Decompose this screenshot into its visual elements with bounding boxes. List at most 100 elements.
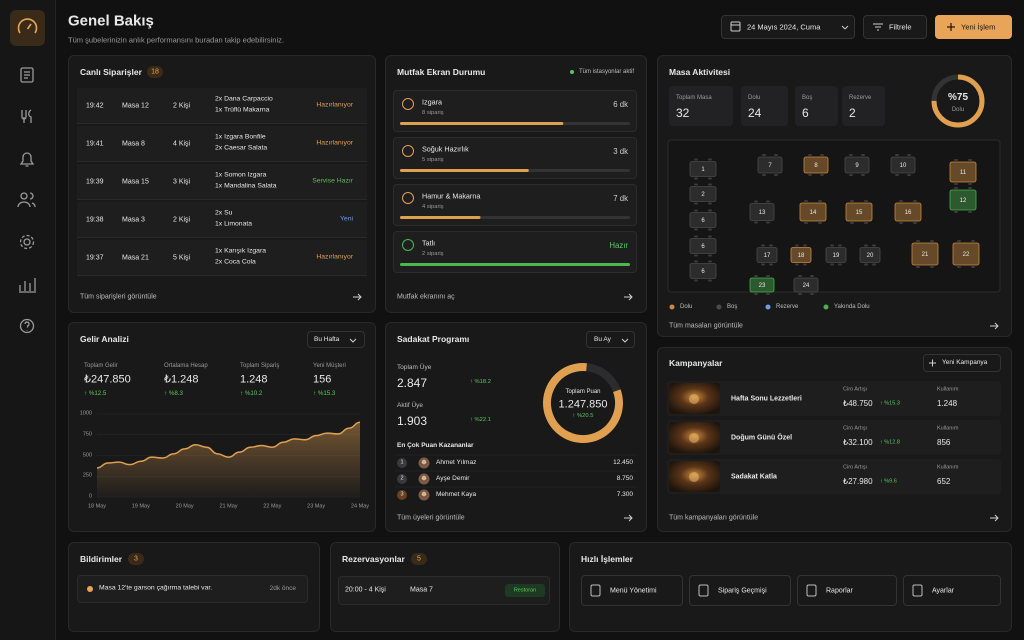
campaign-usage: 1.248 — [937, 399, 958, 408]
points-change: ↑ %20.5 — [572, 413, 594, 420]
campaign-usage: 856 — [937, 438, 951, 447]
quick-action[interactable] — [689, 575, 791, 606]
label: 19:42 — [86, 102, 104, 110]
leader-points: 8.750 — [616, 474, 633, 482]
campaign-row[interactable] — [667, 420, 1001, 455]
stat-value: 2 — [849, 106, 856, 120]
date-picker[interactable] — [721, 15, 855, 39]
x-tick-label: 23 May — [307, 503, 326, 510]
points-label: Toplam Puan — [565, 389, 601, 395]
label: 19:37 — [86, 254, 104, 262]
order-row[interactable] — [77, 88, 367, 124]
period-select[interactable] — [307, 331, 365, 348]
card-title: Sadakat Programı — [397, 333, 470, 344]
card-title: Hızlı İşlemler — [581, 553, 633, 564]
order-row[interactable] — [77, 164, 367, 200]
quick-action[interactable] — [797, 575, 897, 606]
order-status: Hazırlanıyor — [316, 139, 353, 147]
x-tick-label: 22 May — [263, 503, 282, 510]
quick-action-label[interactable]: Ayarlar — [932, 587, 955, 595]
campaign-row[interactable] — [667, 381, 1001, 416]
section-title: En Çok Puan Kazananlar — [397, 441, 474, 449]
station-time: 3 dk — [613, 147, 628, 157]
label: 19:41 — [86, 140, 104, 148]
legend-label: Boş — [727, 304, 738, 310]
footer-link[interactable]: Mutfak ekranını aç — [397, 293, 455, 301]
order-row[interactable] — [77, 126, 367, 162]
filter-button[interactable] — [863, 15, 927, 39]
order-item: 1x Limonata — [215, 220, 253, 228]
footer-link[interactable]: Tüm üyeleri görüntüle — [397, 514, 465, 522]
stat-value: 1.248 — [240, 373, 268, 386]
legend-label: Yakında Dolu — [834, 304, 870, 310]
period-select[interactable] — [586, 331, 635, 348]
station[interactable] — [393, 184, 637, 226]
order-row[interactable] — [77, 240, 367, 276]
quick-action[interactable] — [581, 575, 683, 606]
station-orders: 2 sipariş — [422, 251, 444, 258]
footer-link[interactable]: Tüm siparişleri görüntüle — [80, 293, 157, 301]
station[interactable] — [393, 90, 637, 132]
leader-name: Ahmet Yılmaz — [436, 458, 477, 466]
order-item: 1x Trüflü Makarna — [215, 106, 270, 114]
card-title: Masa Aktivitesi — [669, 66, 731, 77]
filter-label[interactable]: Filtrele — [889, 22, 912, 32]
order-item: 2x Coca Cola — [215, 258, 256, 266]
x-tick-label: 19 May — [131, 503, 150, 510]
new-campaign-label[interactable]: Yeni Kampanya — [942, 358, 988, 366]
station-name: Izgara — [422, 97, 442, 107]
station-name: Tatlı — [422, 238, 436, 248]
order-row[interactable] — [77, 202, 367, 238]
quick-action-label[interactable]: Sipariş Geçmişi — [718, 587, 767, 595]
leader-name: Mehmet Kaya — [436, 490, 477, 498]
stat-value: ₺1.248 — [164, 373, 199, 386]
campaign-label: Kullanım — [937, 425, 959, 432]
quick-action[interactable] — [903, 575, 1001, 606]
period-label[interactable]: Bu Ay — [594, 335, 611, 343]
order-status: Yeni — [340, 215, 353, 223]
notification-time: 2dk önce — [269, 584, 296, 592]
stat-change: ↑ %8.3 — [164, 389, 183, 397]
page-subtitle: Tüm şubelerinizin anlık performansını bu… — [68, 35, 284, 45]
label: 5 Kişi — [173, 254, 191, 262]
footer-link[interactable]: Tüm masaları görüntüle — [669, 322, 743, 330]
new-action-label[interactable]: Yeni İşlem — [961, 22, 996, 32]
station-time: 7 dk — [613, 194, 628, 204]
campaign-revenue: ₺27.980 — [843, 477, 873, 486]
stat-box — [842, 86, 885, 126]
order-item: 1x Mandalina Salata — [215, 182, 277, 190]
station[interactable] — [393, 231, 637, 273]
campaign-row[interactable] — [667, 459, 1001, 494]
y-tick-label: 750 — [82, 431, 92, 437]
period-label[interactable]: Bu Hafta — [314, 335, 340, 343]
campaign-label: Kullanım — [937, 464, 959, 471]
stat-box — [669, 86, 733, 126]
reservation-table: Masa 7 — [410, 586, 433, 594]
campaign-label: Ciro Artışı — [843, 464, 868, 471]
rank: 1 — [400, 459, 404, 466]
order-status: Servise Hazır — [312, 177, 353, 185]
footer-link[interactable]: Tüm kampanyaları görüntüle — [669, 514, 759, 522]
new-campaign-button[interactable] — [923, 354, 1001, 372]
badge: 5 — [417, 555, 421, 563]
card-title: Bildirimler — [80, 553, 123, 564]
page-title: Genel Bakış — [68, 12, 154, 30]
station-orders: 4 sipariş — [422, 204, 444, 211]
stat-change: ↑ %12.5 — [84, 389, 107, 397]
station-time: Hazır — [609, 241, 628, 251]
notification[interactable] — [77, 575, 308, 603]
order-item: 2x Dana Carpaccio — [215, 95, 273, 103]
quick-actions-card — [569, 542, 1012, 632]
stat-value: 6 — [802, 106, 809, 120]
stat-value: 32 — [676, 106, 690, 120]
campaign-revenue: ₺48.750 — [843, 399, 873, 408]
station[interactable] — [393, 137, 637, 179]
stat-value: 2.847 — [397, 376, 428, 390]
campaign-usage: 652 — [937, 477, 951, 486]
stat-label: Toplam Masa — [676, 95, 712, 101]
order-item: 1x Somon Izgara — [215, 171, 267, 179]
date[interactable]: 24 Mayıs 2024, Cuma — [747, 22, 821, 32]
quick-action-label[interactable]: Raporlar — [826, 587, 853, 595]
quick-action-label[interactable]: Menü Yönetimi — [610, 587, 657, 595]
stat-label: Rezerve — [849, 95, 872, 101]
